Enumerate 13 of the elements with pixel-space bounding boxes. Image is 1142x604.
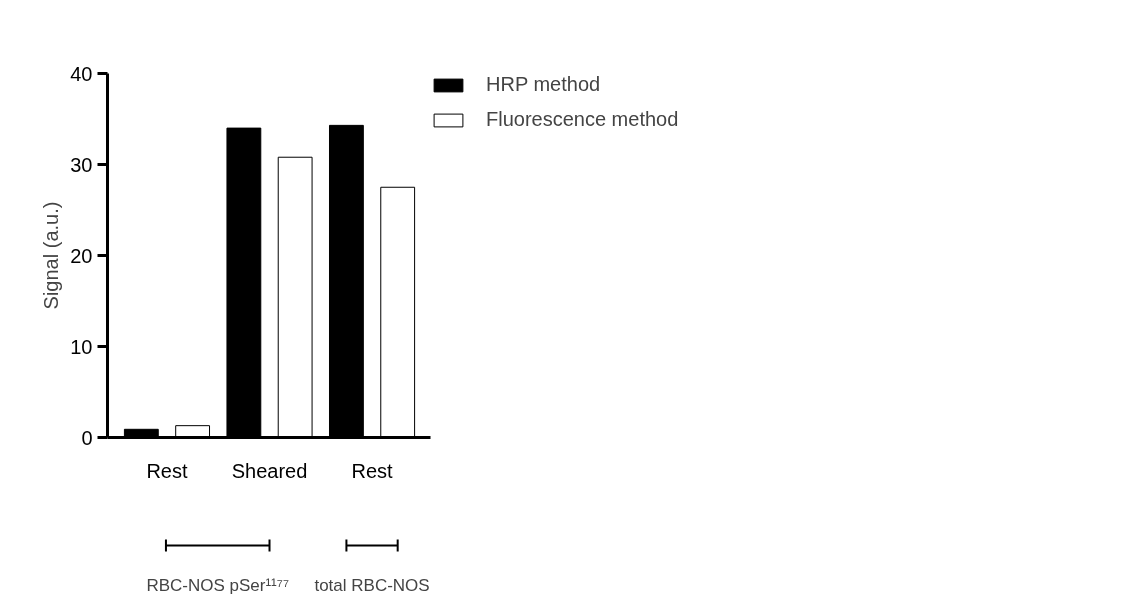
x-tick-label: Sheared bbox=[231, 459, 308, 482]
y-tick-label: 10 bbox=[70, 335, 93, 358]
text: total RBC-NOS bbox=[314, 576, 430, 595]
y-axis-title: Signal (a.u.) bbox=[40, 201, 63, 310]
x-tick-label: Rest bbox=[351, 459, 394, 482]
legend-label: Fluorescence method bbox=[486, 108, 679, 131]
legend-label: HRP method bbox=[486, 73, 601, 96]
y-tick-label: 30 bbox=[70, 153, 93, 176]
text: RBC-NOS pSer¹¹⁷⁷ bbox=[146, 576, 290, 595]
y-tick-label: 0 bbox=[81, 426, 93, 449]
y-tick-label: 20 bbox=[70, 244, 93, 267]
x-tick-label: Rest bbox=[146, 459, 188, 482]
y-tick-label: 40 bbox=[70, 62, 93, 85]
